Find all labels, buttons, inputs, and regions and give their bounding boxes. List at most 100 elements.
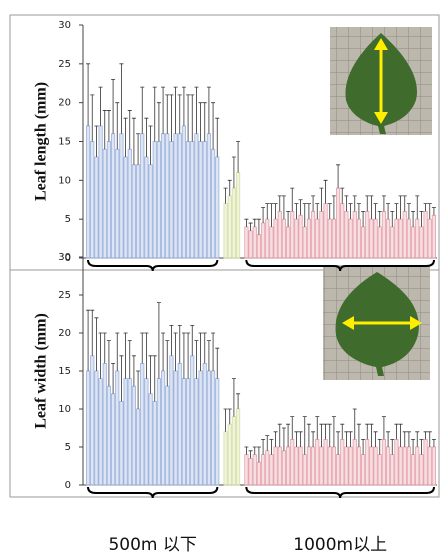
- bar: [282, 219, 285, 258]
- bar: [199, 371, 202, 485]
- error-bar: [315, 204, 319, 220]
- bar: [207, 134, 210, 258]
- bar: [191, 142, 194, 259]
- bar: [261, 223, 264, 258]
- bar: [149, 394, 152, 485]
- bar: [211, 371, 214, 485]
- error-bar: [136, 134, 140, 165]
- bar: [316, 439, 319, 485]
- error-bar: [194, 341, 198, 379]
- bar: [257, 235, 260, 258]
- bar: [378, 227, 381, 258]
- bar: [432, 215, 435, 258]
- error-bar: [103, 110, 107, 149]
- bar: [316, 219, 319, 258]
- error-bar: [290, 188, 294, 211]
- error-bar: [194, 87, 198, 134]
- bar: [307, 447, 310, 485]
- error-bar: [232, 157, 236, 188]
- group-label: 500m 以下: [108, 535, 196, 555]
- error-bar: [386, 432, 390, 447]
- y-tick-label: 20: [58, 98, 71, 109]
- bar: [270, 227, 273, 258]
- error-bar: [282, 196, 286, 219]
- y-tick-label: 10: [58, 404, 71, 415]
- error-bar: [161, 87, 165, 134]
- error-bar: [211, 333, 215, 371]
- error-bar: [336, 432, 340, 455]
- error-bar: [353, 409, 357, 439]
- error-bar: [365, 196, 369, 212]
- bar: [186, 379, 189, 485]
- error-bar: [90, 95, 94, 142]
- error-bar: [307, 204, 311, 220]
- bar: [303, 227, 306, 258]
- bar: [307, 219, 310, 258]
- error-bar: [390, 211, 394, 227]
- bar: [361, 227, 364, 258]
- error-bar: [86, 310, 90, 371]
- y-tick-label: 15: [58, 137, 71, 148]
- group-brace: [88, 487, 217, 498]
- error-bar: [132, 118, 136, 165]
- error-bar: [415, 432, 419, 447]
- leaf-photo: [323, 265, 430, 380]
- error-bar: [294, 204, 298, 220]
- error-bar: [124, 333, 128, 379]
- bar: [299, 447, 302, 485]
- error-bar: [249, 451, 253, 459]
- bar: [91, 356, 94, 485]
- bar: [249, 458, 252, 485]
- bar: [399, 447, 402, 485]
- bar: [228, 196, 231, 258]
- error-bar: [228, 409, 232, 424]
- error-bar: [182, 333, 186, 379]
- bar: [341, 204, 344, 258]
- bar: [278, 211, 281, 258]
- error-bar: [257, 447, 261, 462]
- bar: [420, 227, 423, 258]
- bar: [199, 142, 202, 259]
- bar: [361, 455, 364, 485]
- bar: [420, 455, 423, 485]
- error-bar: [415, 196, 419, 219]
- bar: [207, 371, 210, 485]
- bar: [382, 439, 385, 485]
- error-bar: [399, 196, 403, 219]
- bar: [349, 219, 352, 258]
- error-bar: [165, 95, 169, 134]
- error-bar: [128, 341, 132, 379]
- bar: [403, 447, 406, 485]
- bar: [111, 394, 114, 485]
- bar: [203, 363, 206, 485]
- error-bar: [261, 439, 265, 454]
- error-bar: [349, 204, 353, 220]
- error-bar: [149, 126, 153, 165]
- bar: [128, 379, 131, 485]
- error-bar: [215, 348, 219, 378]
- error-bar: [269, 439, 273, 454]
- bar: [324, 204, 327, 258]
- bar: [311, 211, 314, 258]
- error-bar: [190, 325, 194, 355]
- error-bar: [182, 87, 186, 126]
- error-bar: [328, 424, 332, 447]
- y-tick-label: 30: [58, 252, 71, 263]
- error-bar: [144, 118, 148, 157]
- bar: [424, 211, 427, 258]
- bar: [136, 165, 139, 258]
- bar: [357, 219, 360, 258]
- error-bar: [390, 439, 394, 454]
- error-bar: [224, 409, 228, 432]
- bar: [378, 455, 381, 485]
- bar: [116, 149, 119, 258]
- error-bar: [344, 196, 348, 212]
- bar: [274, 447, 277, 485]
- bar: [366, 211, 369, 258]
- error-bar: [311, 196, 315, 212]
- error-bar: [374, 204, 378, 220]
- error-bar: [336, 165, 340, 188]
- error-bar: [115, 103, 119, 150]
- bar: [374, 447, 377, 485]
- bar: [320, 211, 323, 258]
